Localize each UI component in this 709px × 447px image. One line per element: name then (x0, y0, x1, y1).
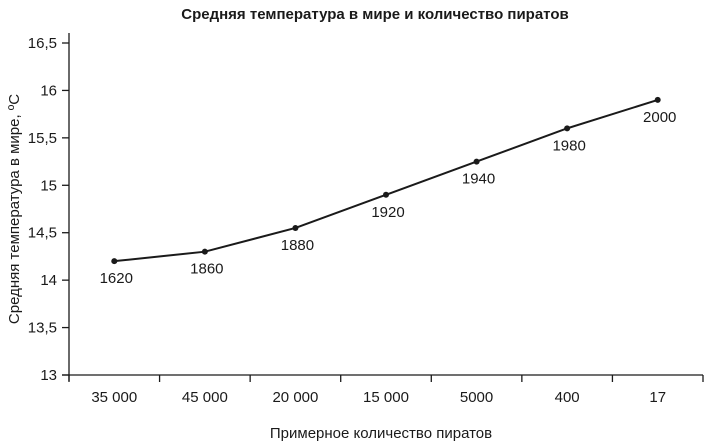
y-axis-title: Средняя температура в мире, ºC (6, 94, 23, 324)
data-point-marker (292, 224, 299, 231)
data-series: 1620 1860 1880 1920 1940 1980 2000 (100, 96, 676, 287)
data-point-label: 2000 (643, 109, 676, 126)
data-point-marker (473, 158, 480, 165)
data-point-marker (654, 96, 661, 103)
data-point-label: 1940 (462, 171, 495, 188)
y-tick-label: 16,5 (28, 35, 57, 52)
data-point-marker (383, 191, 389, 198)
data-point-marker (111, 258, 118, 265)
x-axis-title: Примерное количество пиратов (270, 425, 492, 442)
data-point-marker (201, 248, 208, 255)
y-tick-label: 15,5 (28, 130, 57, 147)
series-line (114, 98, 659, 263)
data-point-label: 1920 (371, 204, 404, 221)
x-axis: 35 000 45 000 20 000 15 000 5000 400 17 (62, 374, 704, 406)
x-tick-label: 20 000 (272, 389, 318, 406)
data-point-marker (564, 125, 571, 132)
x-tick-label: 45 000 (182, 389, 228, 406)
data-point-label: 1620 (100, 270, 133, 287)
x-tick-label: 15 000 (363, 389, 409, 406)
x-tick-label: 400 (555, 389, 580, 406)
y-axis: 13 13,5 14 14,5 15 15,5 16 16,5 (28, 33, 70, 384)
chart-title: Средняя температура в мире и количество … (181, 6, 568, 23)
y-tick-label: 14 (40, 272, 57, 289)
y-tick-label: 13 (40, 367, 57, 384)
y-tick-label: 14,5 (28, 225, 57, 242)
x-tick-label: 5000 (460, 389, 493, 406)
x-tick-label: 17 (649, 389, 666, 406)
x-tick-label: 35 000 (91, 389, 137, 406)
data-point-label: 1880 (281, 237, 314, 254)
y-tick-label: 15 (40, 177, 57, 194)
y-tick-label: 13,5 (28, 320, 57, 337)
data-point-label: 1860 (190, 261, 223, 278)
data-point-label: 1980 (552, 137, 585, 154)
y-tick-label: 16 (40, 82, 57, 99)
